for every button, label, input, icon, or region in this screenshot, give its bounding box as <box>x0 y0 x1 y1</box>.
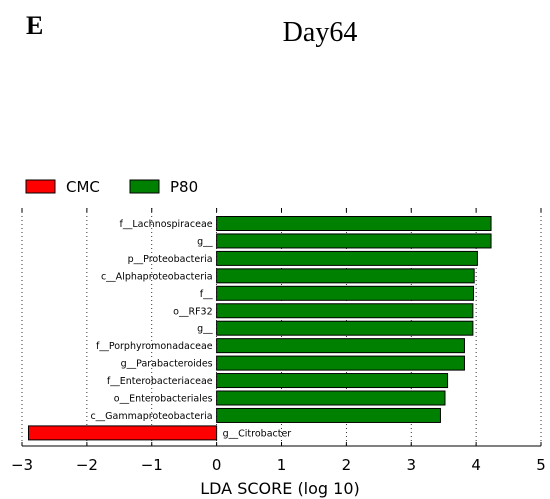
bar-label-2: p__Proteobacteria <box>128 254 213 265</box>
x-tick-label: 0 <box>212 456 222 474</box>
panel-letter: E <box>26 11 43 40</box>
bar-label-5: o__RF32 <box>173 306 212 317</box>
bar-3 <box>216 268 475 284</box>
legend-label-cmc: CMC <box>66 178 100 196</box>
plot-area: f__Lachnospiraceae g__ p__Proteobacteria c_… <box>11 208 546 474</box>
x-axis: −3 −2 −1 0 1 2 3 4 5 <box>11 208 546 474</box>
x-tick-label: −3 <box>11 456 33 474</box>
bar-7 <box>216 338 465 354</box>
bar-0 <box>216 216 492 231</box>
bar-label-10: o__Enterobacteriales <box>114 394 213 405</box>
bar-label-0: f__Lachnospiraceae <box>120 219 213 230</box>
chart-title: Day64 <box>283 17 358 48</box>
legend: CMC P80 <box>25 178 198 196</box>
bar-9 <box>216 373 449 389</box>
bars: f__Lachnospiraceae g__ p__Proteobacteria c_… <box>27 216 492 441</box>
bar-10 <box>216 390 446 406</box>
bar-6 <box>216 320 474 336</box>
bar-label-12: g__Citrobacter <box>223 428 292 439</box>
x-axis-label: LDA SCORE (log 10) <box>200 479 360 498</box>
bar-label-8: g__Parabacteroides <box>121 359 213 370</box>
x-tick-label: 4 <box>471 456 481 474</box>
bar-5 <box>216 303 474 319</box>
x-tick-label: −1 <box>141 456 163 474</box>
bar-label-7: f__Porphyromonadaceae <box>96 341 213 352</box>
bar-label-9: f__Enterobacteriaceae <box>107 376 213 387</box>
bar-12 <box>27 425 218 441</box>
bar-8 <box>216 355 465 371</box>
legend-swatch-cmc <box>25 179 56 194</box>
x-tick-label: 1 <box>277 456 287 474</box>
x-tick-label: −2 <box>76 456 98 474</box>
bar-2 <box>216 250 478 266</box>
x-tick-label: 2 <box>342 456 352 474</box>
bar-label-4: f__ <box>200 289 213 300</box>
bar-1 <box>216 233 492 249</box>
x-tick-label: 5 <box>536 456 546 474</box>
legend-label-p80: P80 <box>170 178 198 196</box>
bar-11 <box>216 407 441 423</box>
x-tick-label: 3 <box>406 456 416 474</box>
bar-4 <box>216 285 475 301</box>
bar-label-3: c__Alphaproteobacteria <box>101 271 213 282</box>
bar-label-11: c__Gammaproteobacteria <box>90 411 212 422</box>
legend-swatch-p80 <box>129 179 160 194</box>
bar-label-1: g__ <box>197 236 213 247</box>
bar-label-6: g__ <box>197 324 213 335</box>
